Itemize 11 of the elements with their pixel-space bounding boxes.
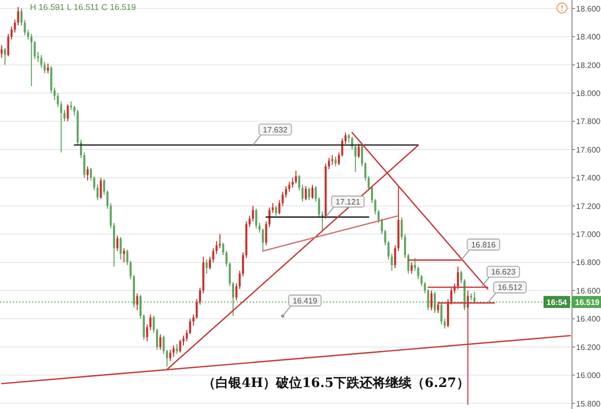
annotation: 16:54 (544, 296, 570, 308)
data-label: 17.121 (336, 197, 361, 206)
data-label: 17.632 (262, 125, 288, 134)
data-label: 16.419 (292, 296, 318, 306)
annotation: 16:54 (546, 298, 568, 307)
ref-line-label: 16.519 (575, 298, 600, 307)
data-label: 16.623 (491, 268, 516, 277)
title: （白银4H）破位16.5下跌还将继续（6.27） (202, 376, 470, 391)
data-label: 16.512 (498, 283, 523, 292)
data-label: 16.816 (471, 240, 496, 250)
annotation: H 16.591 L 16.511 C 16.519 (30, 2, 136, 12)
